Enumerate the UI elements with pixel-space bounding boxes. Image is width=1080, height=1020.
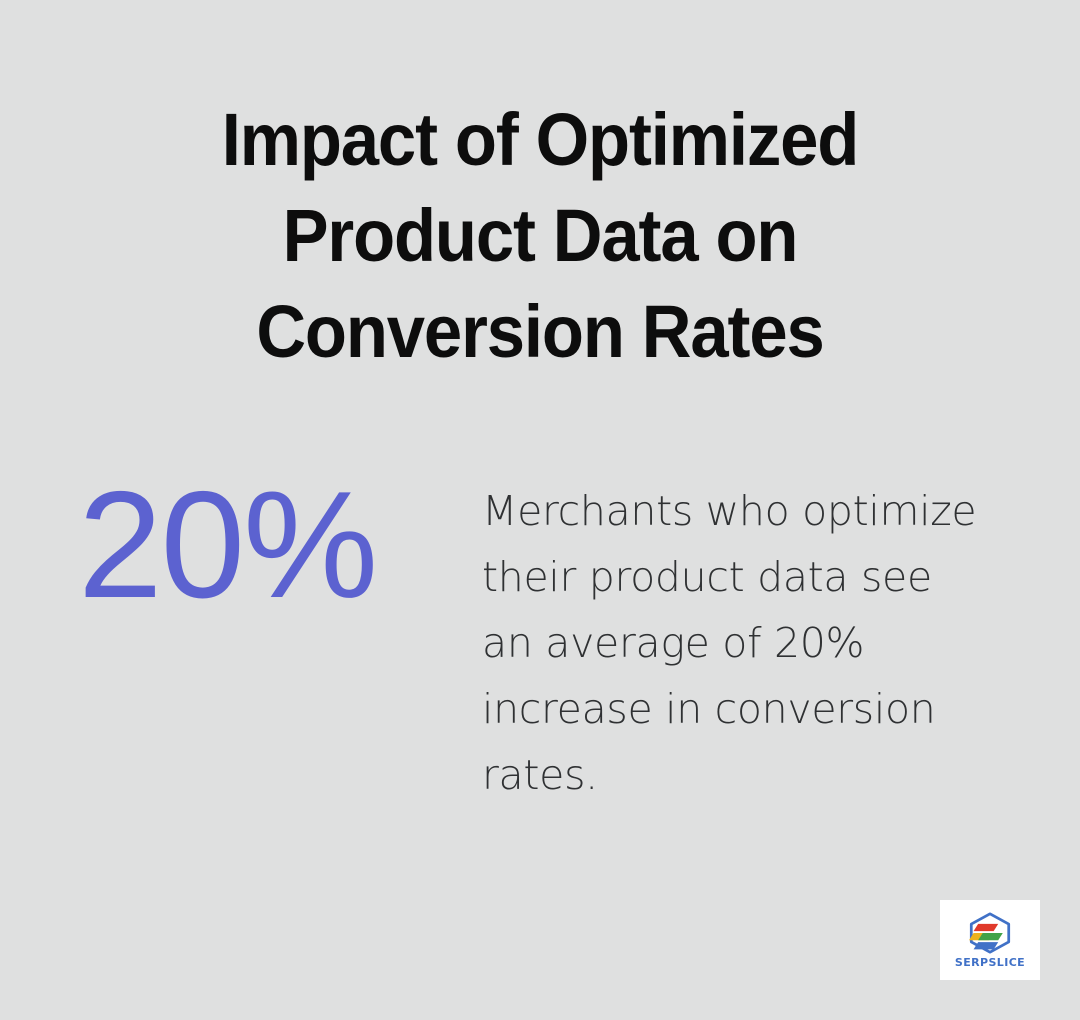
page-title-line-1: Impact of Optimized xyxy=(221,98,860,181)
brand-wordmark: SERPSLICE xyxy=(954,955,1026,969)
statistic-block: 20% Merchants who optimize their product… xyxy=(0,460,1080,820)
stat-description: Merchants who optimize their product dat… xyxy=(482,487,977,799)
page-title: Impact of Optimized Product Data on Conv… xyxy=(60,92,1020,380)
serpslice-hexagon-icon xyxy=(969,911,1011,954)
page-title-line-3: Conversion Rates xyxy=(256,290,824,373)
stat-value: 20% xyxy=(78,460,378,630)
brand-logo-badge: SERPSLICE xyxy=(940,900,1040,980)
page-title-line-2: Product Data on xyxy=(282,194,799,277)
